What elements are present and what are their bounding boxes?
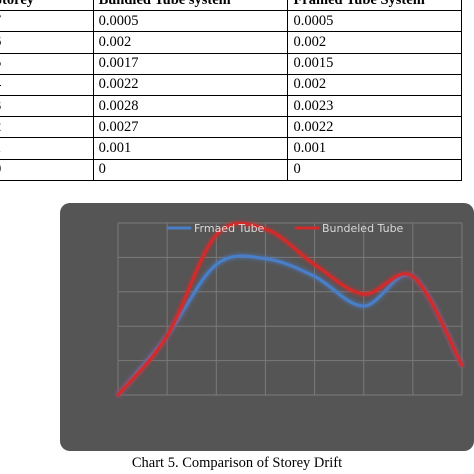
- table-row: 5 0.0017 0.0015: [0, 52, 462, 75]
- header-framed-tube: Framed Tube System: [287, 0, 462, 12]
- cell-storey: 2: [0, 116, 94, 139]
- cell-storey: 5: [0, 52, 94, 75]
- header-storey: Storey: [0, 0, 94, 12]
- cell-bundled: 0.0027: [92, 116, 289, 139]
- cell-framed: 0.002: [287, 73, 462, 96]
- line-chart-svg: Frmaed Tube Bundeled Tube: [116, 221, 464, 397]
- cell-bundled: 0.002: [92, 31, 289, 54]
- cell-storey: 6: [0, 31, 94, 54]
- cell-framed: 0.0005: [287, 10, 462, 33]
- cell-bundled: 0: [92, 158, 289, 181]
- legend-label-bundeled-tube: Bundeled Tube: [322, 222, 404, 235]
- chart-caption: Chart 5. Comparison of Storey Drift: [131, 455, 343, 471]
- series-line-frmaed-tube: [116, 254, 464, 397]
- table-row: 2 0.0027 0.0022: [0, 116, 462, 139]
- table-row: 4 0.0022 0.002: [0, 73, 462, 96]
- cell-framed: 0.002: [287, 31, 462, 54]
- series-line-bundeled-tube: [116, 221, 464, 397]
- cell-storey: 3: [0, 94, 94, 118]
- table-header-row: Storey Bundled Tube system Framed Tube S…: [0, 0, 462, 12]
- cell-framed: 0.001: [287, 137, 462, 160]
- storey-drift-chart: Frmaed Tube Bundeled Tube: [60, 203, 474, 451]
- table-row: 6 0.002 0.002: [0, 31, 462, 54]
- cell-bundled: 0.0028: [92, 94, 289, 118]
- cell-storey: 1: [0, 137, 94, 160]
- storey-drift-table: Storey Bundled Tube system Framed Tube S…: [0, 0, 462, 181]
- cell-bundled: 0.0022: [92, 73, 289, 96]
- header-bundled-tube: Bundled Tube system: [92, 0, 289, 12]
- cell-bundled: 0.001: [92, 137, 289, 160]
- cell-framed: 0: [287, 158, 462, 181]
- legend-label-frmaed-tube: Frmaed Tube: [194, 222, 265, 235]
- table-row: 3 0.0028 0.0023: [0, 94, 462, 118]
- table-row: 7 0.0005 0.0005: [0, 10, 462, 33]
- table-row: 0 0 0: [0, 158, 462, 181]
- cell-framed: 0.0023: [287, 94, 462, 118]
- cell-storey: 7: [0, 10, 94, 33]
- cell-framed: 0.0015: [287, 52, 462, 75]
- table-row: 1 0.001 0.001: [0, 137, 462, 160]
- cell-storey: 0: [0, 158, 94, 181]
- cell-framed: 0.0022: [287, 116, 462, 139]
- cell-storey: 4: [0, 73, 94, 96]
- cell-bundled: 0.0017: [92, 52, 289, 75]
- cell-bundled: 0.0005: [92, 10, 289, 33]
